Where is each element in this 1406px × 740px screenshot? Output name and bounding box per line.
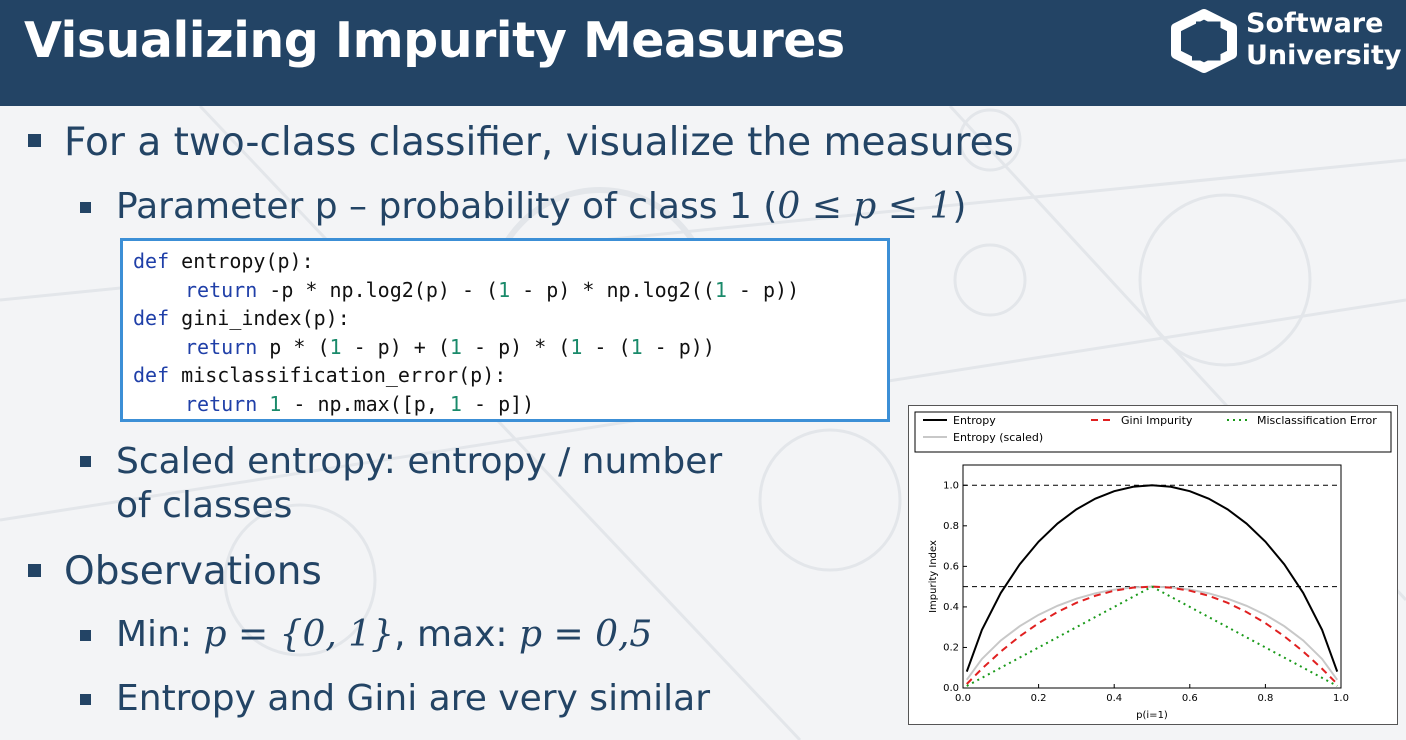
sub-bullet-marker [80,456,91,467]
y-tick-label: 0.8 [943,521,959,532]
y-axis-label: Impurity Index [928,540,939,613]
x-tick-label: 0.2 [1031,693,1047,704]
code-number: 1 [449,335,462,359]
code-text: - p) + ( [341,335,450,359]
legend-label-entropy: Entropy [953,414,996,427]
code-line-1: def entropy(p): [133,249,314,273]
x-axis-label: p(i=1) [1136,710,1168,721]
code-keyword: def [133,363,170,387]
code-keyword: def [133,249,170,273]
y-tick-label: 0.0 [943,683,959,694]
sub-bullet-marker [80,202,91,213]
y-tick-label: 0.4 [943,602,959,613]
code-number: 1 [329,335,342,359]
bullet-marker [28,134,41,147]
slide-header: Visualizing Impurity Measures Software U… [0,0,1406,106]
code-number: 1 [570,335,583,359]
code-text: p * ( [257,335,330,359]
logo-line-1: Software [1246,8,1384,39]
bullet-2b: Entropy and Gini are very similar [116,678,710,719]
code-line-5: def misclassification_error(p): [133,363,506,387]
code-text: - ( [582,335,631,359]
bullet-marker [28,564,41,577]
sub-bullet-marker [80,694,91,705]
bullet-2a-min: Min: [116,614,204,655]
logo-line-2: University [1246,40,1402,71]
code-text: entropy(p): [169,249,314,273]
legend-label-scaled_entropy: Entropy (scaled) [953,431,1043,444]
code-text: - p)) [726,278,800,302]
code-keyword: return [185,278,258,302]
legend-label-error: Misclassification Error [1257,414,1377,427]
code-number: 1 [714,278,727,302]
code-line-3: def gini_index(p): [133,306,350,330]
x-tick-label: 0.0 [955,693,971,704]
bullet-1a-text: Parameter p – probability of class 1 ( [116,186,778,227]
bullet-1b-line-1: Scaled entropy: entropy / number [116,441,723,482]
bullet-2a-max-math: p = 0,5 [518,614,653,655]
bullet-1a: Parameter p – probability of class 1 (0 … [116,186,966,227]
code-text: misclassification_error(p): [169,363,507,387]
legend-label-gini: Gini Impurity [1121,414,1193,427]
chart-plot-area: 0.0 0.2 0.4 0.6 0.8 1.0 0.0 0.2 0.4 0.6 0.8 1.0 p(i=… [928,464,1349,721]
bullet-1b-line-2: of classes [116,485,293,526]
code-text: gini_index(p): [169,306,350,330]
code-text: -p * np.log2(p) - ( [257,278,499,302]
code-number: 1 [257,392,282,416]
code-keyword: def [133,306,170,330]
code-text: - p) * ( [461,335,571,359]
code-text: - p) * np.log2(( [510,278,715,302]
code-text: - np.max([p, [281,392,450,416]
code-text: - p)) [642,335,715,359]
plot-frame [962,464,1342,689]
x-tick-label: 0.8 [1257,693,1273,704]
bullet-2: Observations [64,549,322,594]
code-line-6: return 1 - np.max([p, 1 - p]) [185,392,534,416]
bullet-1: For a two-class classifier, visualize th… [64,120,1014,165]
code-keyword: return [185,392,258,416]
sub-bullet-marker [80,630,91,641]
chart-legend: Entropy Gini Impurity Misclassification Er… [914,411,1392,453]
impurity-chart-svg: Entropy Gini Impurity Misclassification Er… [914,411,1392,721]
bullet-1a-math: 0 ≤ p ≤ 1 [777,186,953,227]
slide-title: Visualizing Impurity Measures [24,12,845,69]
y-tick-label: 0.6 [943,561,959,572]
logo-text: Software University [1246,8,1401,72]
softuni-logo-icon [1171,9,1237,73]
x-tick-label: 0.4 [1106,693,1122,704]
bullet-1b: Scaled entropy: entropy / number of clas… [116,440,722,528]
code-number: 1 [630,335,643,359]
x-tick-label: 1.0 [1333,693,1349,704]
series-gini-line [966,585,1338,685]
y-tick-label: 0.2 [943,642,959,653]
bullet-2a: Min: p = {0, 1}, max: p = 0,5 [116,614,652,655]
code-text: - p]) [461,392,535,416]
y-tick-label: 1.0 [943,480,959,491]
softuni-logo: Software University [1166,6,1401,80]
code-number: 1 [449,392,462,416]
series-error-line [966,585,1338,687]
x-tick-label: 0.6 [1182,693,1198,704]
bullet-1a-close: ) [952,186,967,227]
bullet-2a-max: , max: [394,614,519,655]
bullet-2a-min-math: p = {0, 1} [203,614,395,655]
code-keyword: return [185,335,258,359]
series-entropy-line [965,484,1339,672]
code-line-2: return -p * np.log2(p) - (1 - p) * np.lo… [185,278,799,302]
code-block: def entropy(p): return -p * np.log2(p) -… [120,238,890,422]
impurity-chart: Entropy Gini Impurity Misclassification Er… [908,405,1398,725]
legend-box [914,411,1392,453]
code-line-4: return p * (1 - p) + (1 - p) * (1 - (1 -… [185,335,715,359]
code-number: 1 [498,278,511,302]
